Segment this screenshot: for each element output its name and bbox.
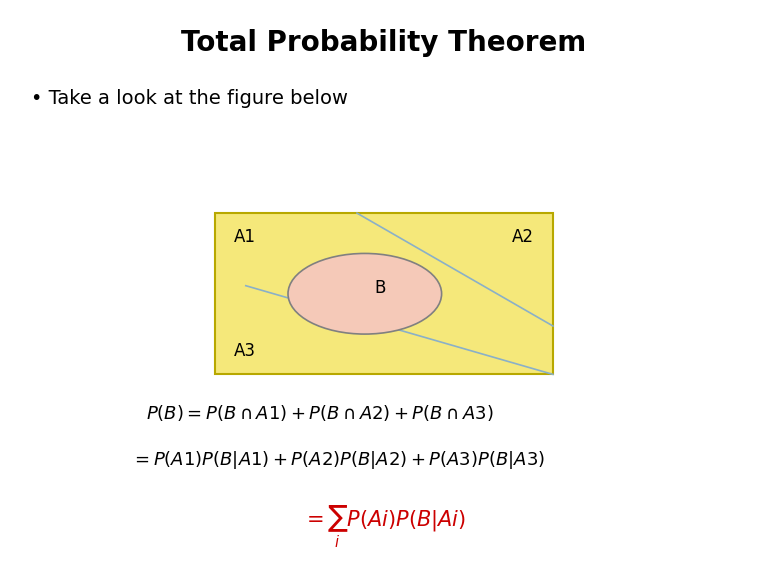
FancyBboxPatch shape [215, 213, 553, 374]
Text: Total Probability Theorem: Total Probability Theorem [181, 29, 587, 57]
Text: • Take a look at the figure below: • Take a look at the figure below [31, 89, 348, 108]
Text: A3: A3 [234, 342, 257, 360]
Text: $= P(A1)P(B|A1) + P(A2)P(B|A2) + P(A3)P(B|A3)$: $= P(A1)P(B|A1) + P(A2)P(B|A2) + P(A3)P(… [131, 449, 545, 471]
Text: A2: A2 [511, 228, 534, 245]
Text: A1: A1 [234, 228, 257, 245]
Text: $= \sum_{i} P(Ai)P(B|Ai)$: $= \sum_{i} P(Ai)P(B|Ai)$ [302, 504, 466, 550]
Ellipse shape [288, 253, 442, 334]
Text: $P(B) = P(B \cap A1) + P(B \cap A2)+ P(B \cap A3)$: $P(B) = P(B \cap A1) + P(B \cap A2)+ P(B… [146, 403, 494, 423]
Text: B: B [375, 279, 386, 297]
